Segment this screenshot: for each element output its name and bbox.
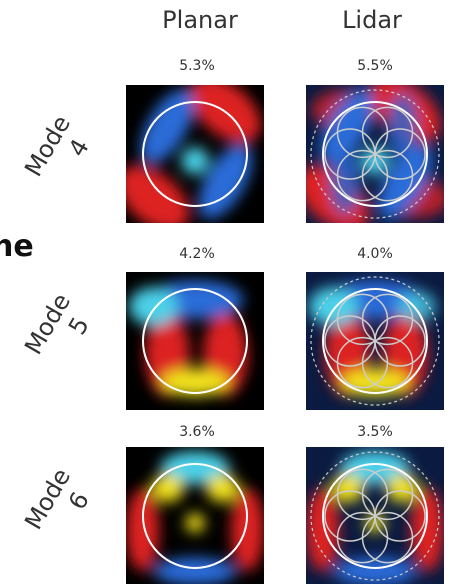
mode-image bbox=[306, 447, 444, 584]
blob bbox=[153, 557, 237, 584]
reference-circle bbox=[142, 101, 248, 207]
row-label-number: 6 bbox=[63, 487, 95, 514]
cut-text: ne bbox=[0, 229, 34, 264]
row-label-number: 5 bbox=[63, 312, 95, 339]
blob bbox=[308, 287, 359, 326]
percentage: 3.6% bbox=[179, 424, 215, 440]
mode-image bbox=[126, 272, 264, 410]
blob bbox=[126, 488, 160, 572]
blob bbox=[410, 488, 444, 572]
column-header: Lidar bbox=[342, 6, 402, 34]
blob bbox=[140, 89, 195, 164]
scan-circle bbox=[361, 106, 414, 159]
percentage: 4.2% bbox=[179, 246, 215, 262]
reference-circle bbox=[322, 463, 428, 569]
scan-circle bbox=[336, 106, 389, 159]
mode-image bbox=[126, 447, 264, 584]
blob bbox=[347, 454, 403, 481]
mode-image bbox=[306, 85, 444, 223]
reference-circle bbox=[322, 101, 428, 207]
blob bbox=[363, 149, 387, 172]
reference-circle bbox=[322, 288, 428, 394]
blob bbox=[386, 474, 420, 503]
blobs bbox=[126, 85, 261, 223]
scan-circle bbox=[336, 468, 389, 521]
scan-circle bbox=[361, 468, 414, 521]
scan-circle bbox=[361, 293, 414, 346]
mode-image bbox=[126, 85, 264, 223]
column-header: Planar bbox=[162, 6, 238, 34]
scan-circle bbox=[336, 293, 389, 346]
blob bbox=[396, 291, 437, 322]
mode-image bbox=[306, 272, 444, 410]
blob bbox=[181, 147, 209, 175]
reference-circle bbox=[142, 288, 248, 394]
scan-outer bbox=[310, 276, 440, 406]
blob bbox=[128, 287, 179, 326]
blob bbox=[160, 451, 230, 485]
blob bbox=[326, 321, 363, 388]
percentage: 5.5% bbox=[357, 58, 393, 74]
blob bbox=[206, 474, 240, 503]
percentage: 5.3% bbox=[179, 58, 215, 74]
blob bbox=[198, 144, 252, 219]
percentage: 3.5% bbox=[357, 424, 393, 440]
percentage: 4.0% bbox=[357, 246, 393, 262]
blob bbox=[309, 496, 336, 563]
scan-outer bbox=[310, 451, 440, 581]
blob bbox=[230, 488, 264, 572]
blob bbox=[150, 474, 184, 503]
blob bbox=[126, 165, 190, 223]
blobs bbox=[128, 280, 248, 397]
reference-circle bbox=[142, 463, 248, 569]
row-label-number: 4 bbox=[63, 134, 95, 161]
scan-outer bbox=[310, 89, 440, 219]
blob bbox=[185, 513, 205, 533]
blob bbox=[189, 85, 261, 143]
